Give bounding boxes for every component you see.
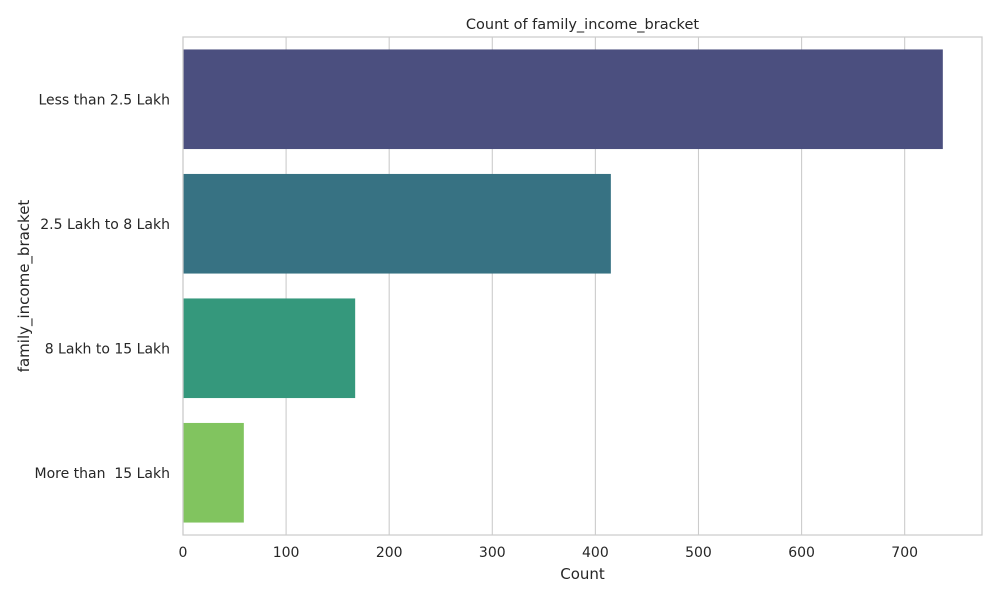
bars	[183, 49, 943, 523]
y-axis-title: family_income_bracket	[15, 200, 34, 373]
chart-title: Count of family_income_bracket	[466, 17, 699, 33]
x-tick-label: 300	[479, 545, 506, 561]
y-tick-labels: Less than 2.5 Lakh 2.5 Lakh to 8 Lakh 8 La…	[35, 92, 171, 482]
plot-frame	[182, 36, 983, 536]
x-tick-label: 500	[685, 545, 712, 561]
y-tick-label: More than 15 Lakh	[35, 466, 171, 482]
x-axis-title: Count	[560, 565, 605, 583]
x-tick-label: 0	[179, 545, 188, 561]
x-tick-label: 700	[891, 545, 918, 561]
y-tick-label: 8 Lakh to 15 Lakh	[45, 341, 170, 357]
x-tick-label: 100	[273, 545, 300, 561]
bar	[183, 422, 244, 523]
y-tick-label: Less than 2.5 Lakh	[38, 92, 170, 108]
x-tick-label: 600	[788, 545, 815, 561]
x-tick-label: 200	[376, 545, 403, 561]
y-tick-label: 2.5 Lakh to 8 Lakh	[40, 217, 170, 233]
bar	[183, 298, 356, 399]
x-tick-label: 400	[582, 545, 609, 561]
bar	[183, 49, 943, 150]
bar	[183, 173, 611, 274]
x-tick-labels: 0 100 200 300 400 500 600 700	[179, 545, 919, 561]
